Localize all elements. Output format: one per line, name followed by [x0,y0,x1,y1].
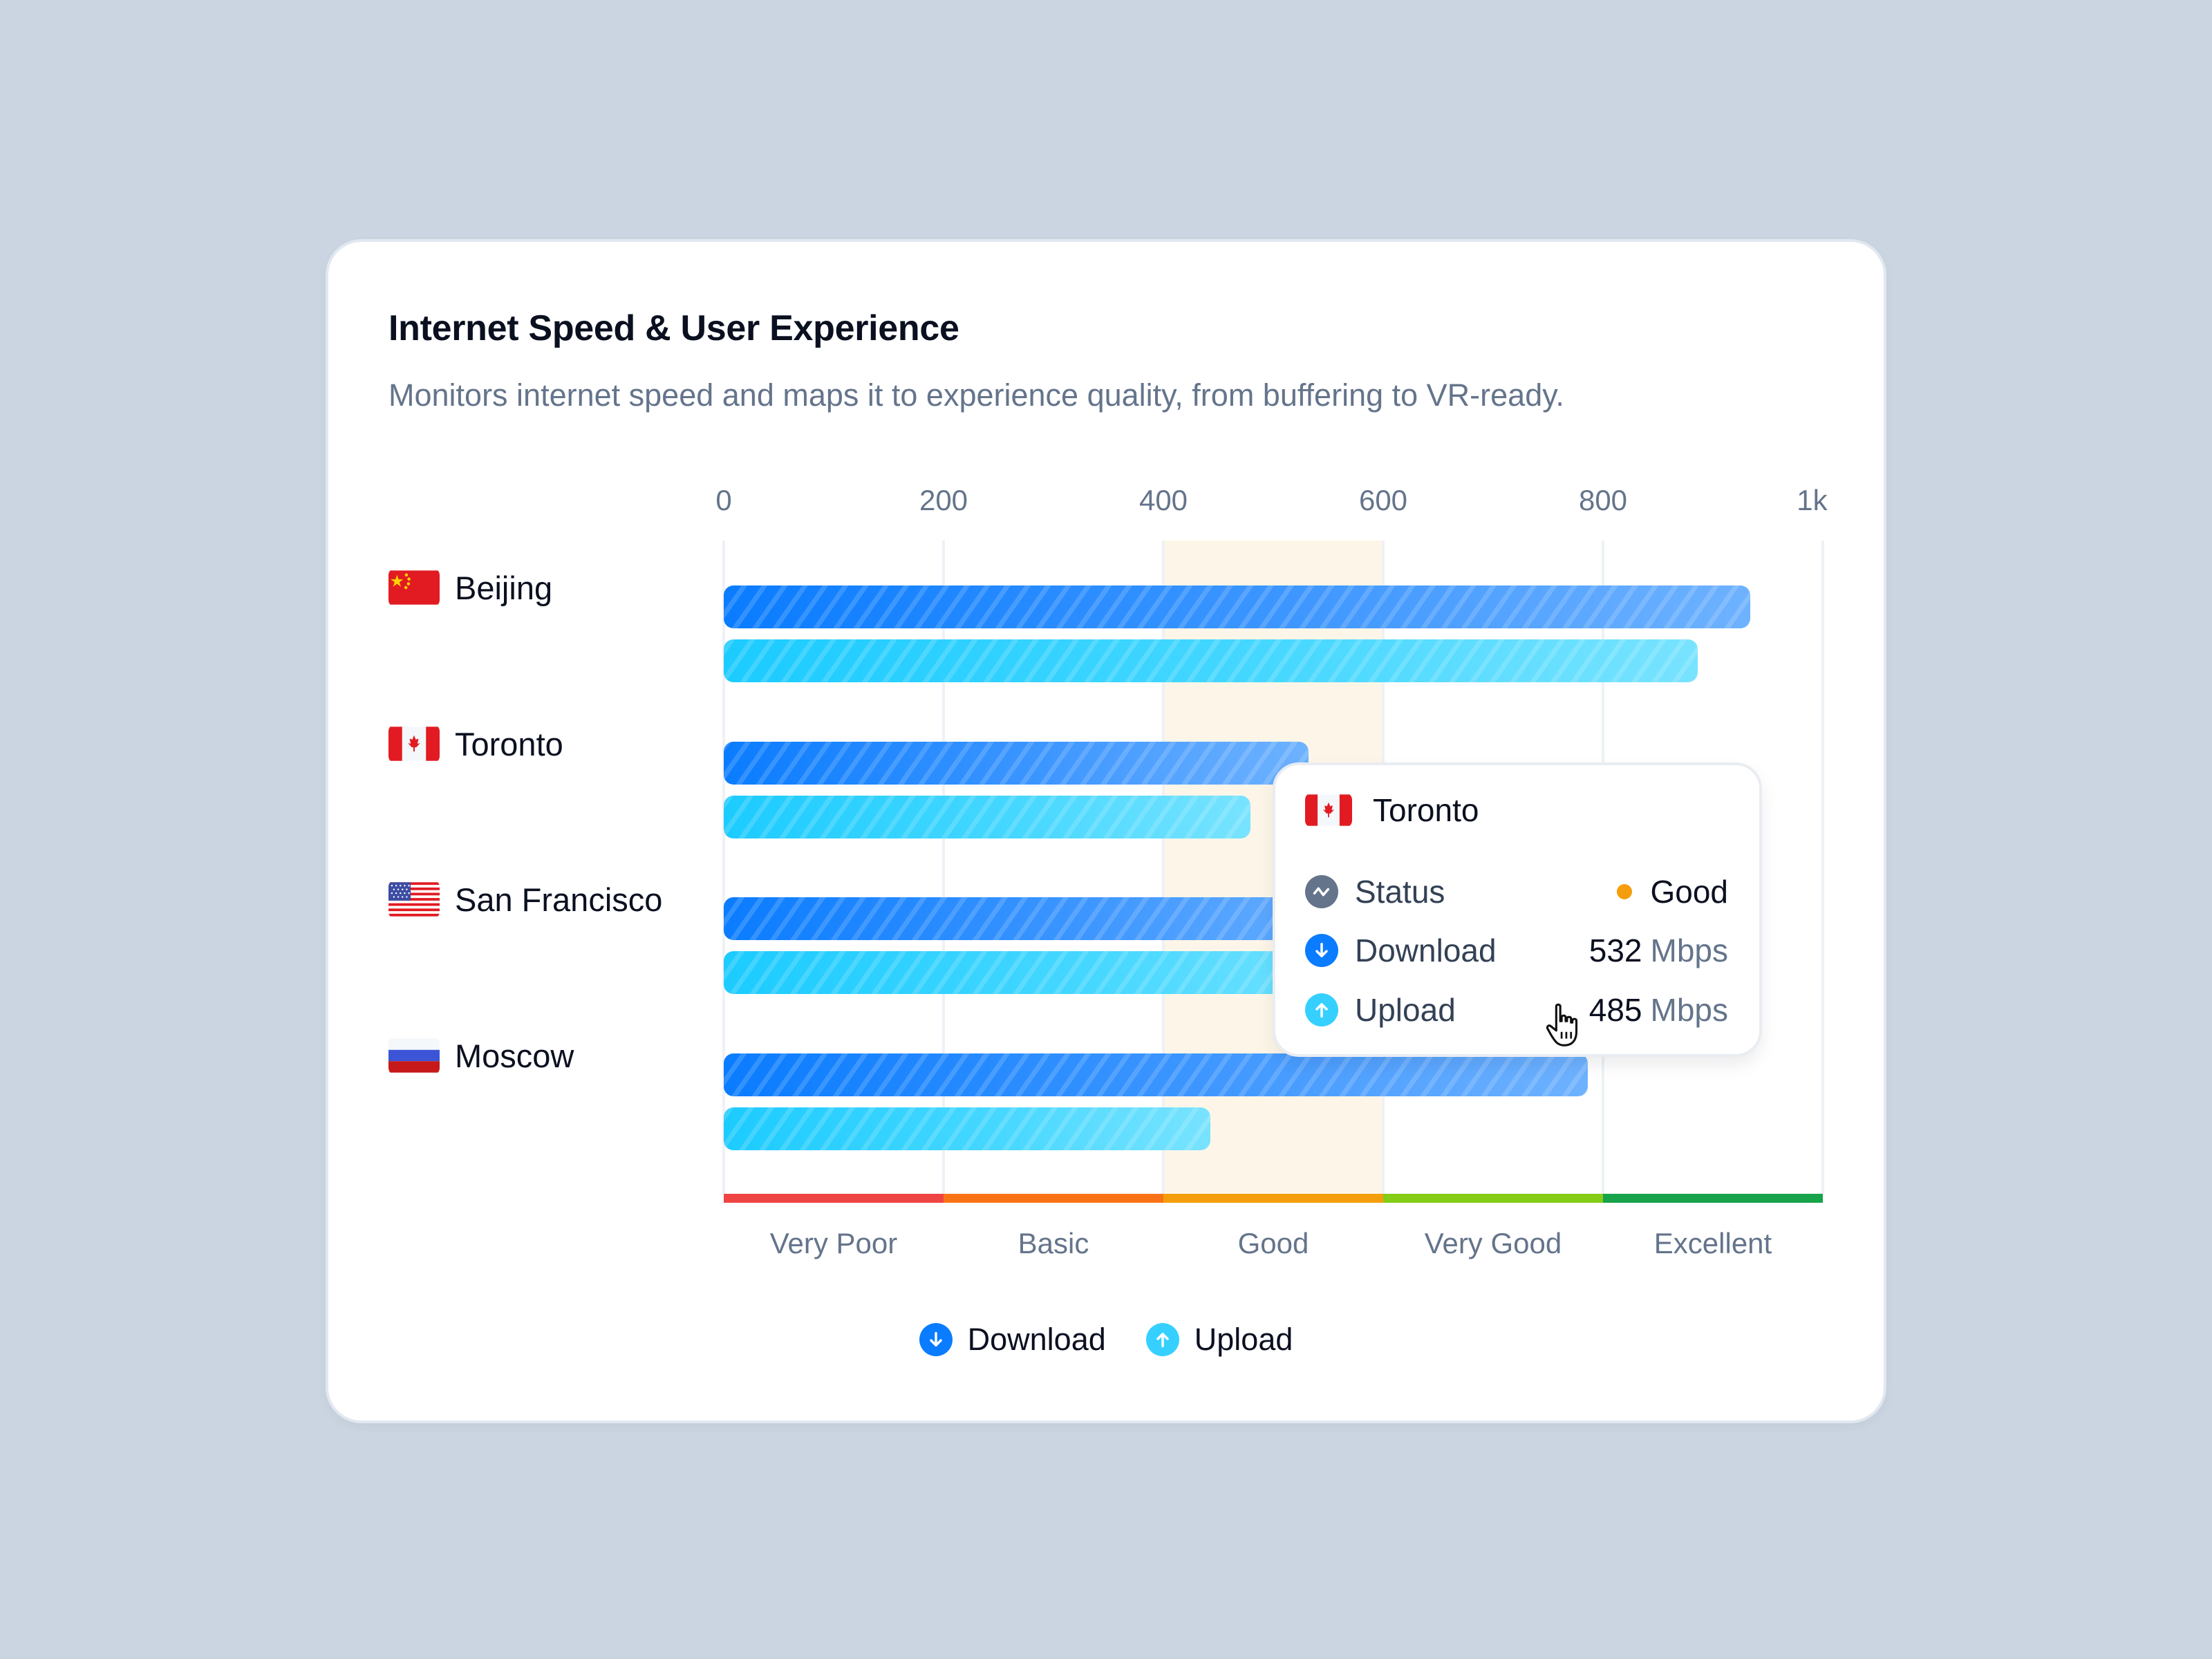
tooltip-status-label: Status [1355,874,1445,910]
activity-icon [1305,875,1338,908]
legend-item-upload[interactable]: Upload [1145,1322,1293,1358]
legend-label: Download [967,1322,1106,1357]
gridline [1162,541,1165,1194]
x-tick: 600 [1358,484,1408,516]
quality-label-excellent: Excellent [1653,1227,1772,1259]
quality-segment-good [1163,1194,1383,1203]
bar-san-francisco-download[interactable] [724,897,1383,940]
quality-label-very-poor: Very Poor [769,1227,898,1259]
china-flag-icon [388,568,440,607]
tooltip-download-value: 532 [1588,932,1642,968]
tooltip-row-upload: Upload 485 Mbps [1305,992,1728,1028]
tooltip-upload-unit: Mbps [1650,992,1728,1028]
hand-pointer-cursor-icon [1544,1002,1585,1051]
tooltip-city: Toronto [1373,792,1479,828]
bar-toronto-download[interactable] [724,742,1309,785]
tooltip-row-download: Download 532 Mbps [1305,932,1728,968]
canada-flag-icon [388,724,440,763]
x-tick: 400 [1138,484,1188,516]
bar-san-francisco-upload[interactable] [724,951,1383,994]
tooltip-status-value: Good [1650,874,1728,910]
quality-segment-basic [944,1194,1163,1203]
city-name: Moscow [455,1037,574,1074]
quality-label-good: Good [1237,1227,1309,1259]
quality-label-very-good: Very Good [1424,1227,1562,1259]
gridline [942,541,945,1194]
upload-arrow-icon [1145,1323,1179,1356]
canada-flag-icon [1305,793,1352,827]
city-name: Beijing [455,569,553,606]
usa-flag-icon [388,880,440,919]
gridline [722,541,725,1194]
tooltip-toronto: Toronto Status Good Download 5 [1275,765,1759,1054]
city-label-beijing: Beijing [388,567,552,608]
quality-segment-very-poor [724,1194,944,1203]
plot-area: 0 200 400 600 800 1k Very Poor Basic Goo… [715,242,1827,1421]
chart-subtitle: Monitors internet speed and maps it to e… [388,377,1564,413]
upload-arrow-icon [1305,993,1338,1027]
download-arrow-icon [919,1323,953,1356]
city-name: Toronto [455,725,563,762]
gridline [1821,541,1824,1194]
tooltip-download-unit: Mbps [1650,932,1728,968]
bar-moscow-download[interactable] [724,1053,1588,1096]
city-label-toronto: Toronto [388,723,563,765]
x-tick: 1k [1797,484,1828,516]
x-tick: 200 [919,484,968,516]
legend-label: Upload [1194,1322,1293,1357]
bar-toronto-upload[interactable] [724,796,1250,838]
tooltip-download-label: Download [1355,932,1497,968]
quality-segment-very-good [1383,1194,1603,1203]
quality-segment-excellent [1603,1194,1823,1203]
bar-beijing-upload[interactable] [724,639,1698,682]
chart-legend: Download Upload [328,1322,1884,1358]
download-arrow-icon [1305,934,1338,967]
quality-label-basic: Basic [1018,1227,1089,1259]
chart-card: Internet Speed & User Experience Monitor… [328,242,1884,1421]
bar-moscow-upload[interactable] [724,1107,1210,1150]
quality-scale-bar [724,1194,1823,1203]
x-tick: 800 [1578,484,1628,516]
bar-beijing-download[interactable] [724,585,1750,628]
chart-title: Internet Speed & User Experience [388,308,959,348]
russia-flag-icon [388,1036,440,1075]
city-name: San Francisco [455,881,663,918]
tooltip-row-status: Status Good [1305,874,1728,910]
tooltip-upload-label: Upload [1355,992,1456,1028]
city-label-moscow: Moscow [388,1035,574,1076]
x-tick: 0 [715,484,732,516]
tooltip-upload-value: 485 [1588,992,1642,1028]
tooltip-header: Toronto [1305,791,1479,829]
city-label-san-francisco: San Francisco [388,879,662,920]
legend-item-download[interactable]: Download [919,1322,1106,1358]
status-dot-icon [1617,884,1633,899]
